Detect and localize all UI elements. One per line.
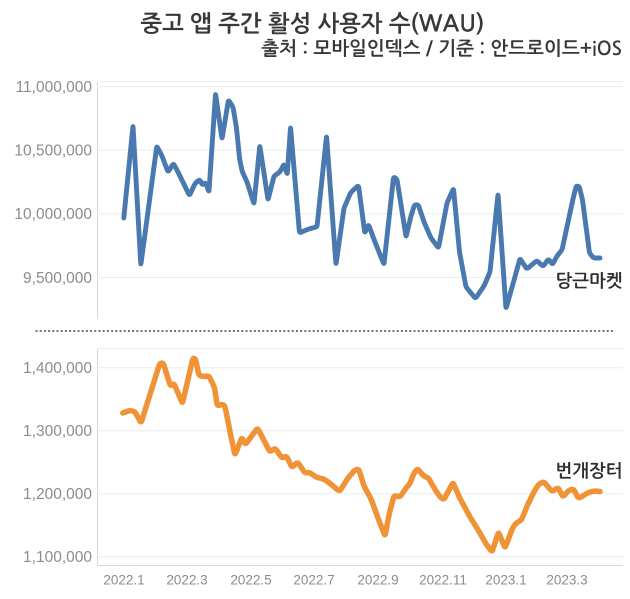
svg-text:2022.9: 2022.9 bbox=[357, 573, 398, 588]
svg-text:1,400,000: 1,400,000 bbox=[23, 360, 92, 377]
svg-text:10,000,000: 10,000,000 bbox=[14, 206, 92, 223]
svg-text:2023.3: 2023.3 bbox=[546, 573, 587, 588]
svg-text:10,500,000: 10,500,000 bbox=[14, 143, 92, 160]
svg-text:2022.11: 2022.11 bbox=[419, 573, 467, 588]
svg-text:2023.1: 2023.1 bbox=[485, 573, 526, 588]
svg-text:2022.5: 2022.5 bbox=[230, 573, 271, 588]
svg-text:1,300,000: 1,300,000 bbox=[23, 423, 92, 440]
svg-text:1,200,000: 1,200,000 bbox=[23, 486, 92, 503]
svg-text:1,100,000: 1,100,000 bbox=[23, 549, 92, 566]
svg-text:2022.7: 2022.7 bbox=[293, 573, 334, 588]
svg-text:9,500,000: 9,500,000 bbox=[23, 270, 92, 287]
svg-text:11,000,000: 11,000,000 bbox=[16, 79, 93, 96]
svg-text:2022.3: 2022.3 bbox=[166, 573, 207, 588]
svg-text:2022.1: 2022.1 bbox=[103, 573, 144, 588]
